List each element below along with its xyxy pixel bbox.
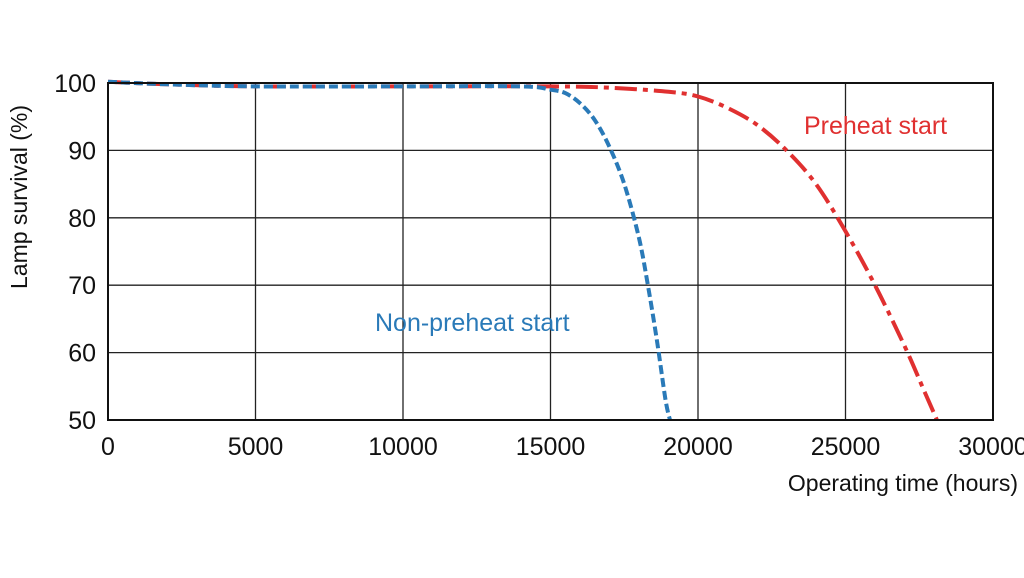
x-tick-label: 10000	[368, 433, 438, 461]
series-label-non-preheat: Non-preheat start	[375, 309, 570, 337]
y-tick-label: 90	[68, 137, 96, 165]
series-label-preheat: Preheat start	[804, 112, 947, 140]
x-axis-title: Operating time (hours)	[788, 470, 1018, 496]
grid	[108, 83, 993, 420]
x-tick-label: 15000	[516, 433, 586, 461]
series-line-non-preheat	[107, 79, 672, 421]
y-tick-label: 100	[54, 70, 96, 98]
x-tick-label: 0	[101, 433, 115, 461]
plot-frame	[107, 82, 994, 421]
x-tick-label: 25000	[811, 433, 881, 461]
x-tick-label: 5000	[228, 433, 284, 461]
x-tick-label: 20000	[663, 433, 733, 461]
series-lines	[107, 79, 939, 421]
y-tick-label: 60	[68, 340, 96, 368]
tick-labels: 0 5000 10000 15000 20000 25000 30000 50 60 70 80 90…	[54, 70, 1024, 461]
y-axis-title: Lamp survival (%)	[6, 105, 32, 289]
x-tick-label: 30000	[958, 433, 1024, 461]
y-tick-label: 50	[68, 407, 96, 435]
y-tick-label: 80	[68, 205, 96, 233]
y-tick-label: 70	[68, 272, 96, 300]
